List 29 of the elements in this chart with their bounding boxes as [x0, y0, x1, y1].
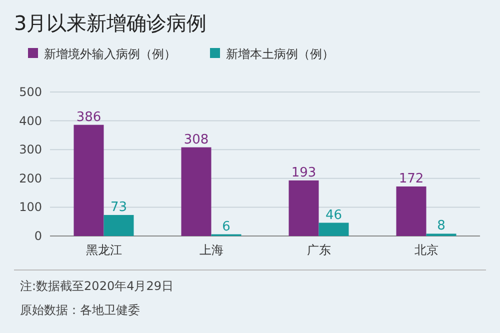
text: 原始数据：各地卫健委 [20, 303, 140, 317]
legend-label: 新增本土病例（例） [226, 47, 334, 61]
bar [288, 180, 319, 236]
y-tick-label: 100 [19, 200, 42, 214]
data-label: 172 [398, 171, 424, 186]
data-label: 73 [110, 200, 128, 215]
data-label: 193 [291, 165, 316, 180]
bar [396, 186, 426, 236]
y-tick-label: 300 [19, 142, 42, 157]
data-label: 6 [222, 219, 230, 234]
text: 注:数据截至2020年4月29日 [20, 279, 174, 293]
x-tick-label: 广东 [306, 243, 331, 257]
bar [318, 222, 349, 236]
bar [181, 147, 212, 236]
data-label: 46 [325, 208, 342, 223]
data-label: 8 [437, 218, 446, 234]
chart-title: 3月以来新增确诊病例 [14, 11, 207, 35]
y-tick-label: 400 [19, 114, 42, 128]
x-tick-label: 北京 [414, 243, 438, 257]
y-tick-label: 0 [34, 229, 42, 243]
legend-label: 新增境外输入病例（例） [44, 47, 176, 61]
bar [104, 214, 134, 236]
y-tick-label: 200 [19, 171, 42, 186]
data-label: 308 [184, 132, 209, 148]
x-tick-label: 上海 [199, 243, 224, 257]
data-label: 386 [76, 110, 102, 125]
y-tick-label: 500 [19, 85, 42, 99]
x-tick-label: 黑龙江 [86, 243, 122, 257]
bar [74, 124, 104, 236]
